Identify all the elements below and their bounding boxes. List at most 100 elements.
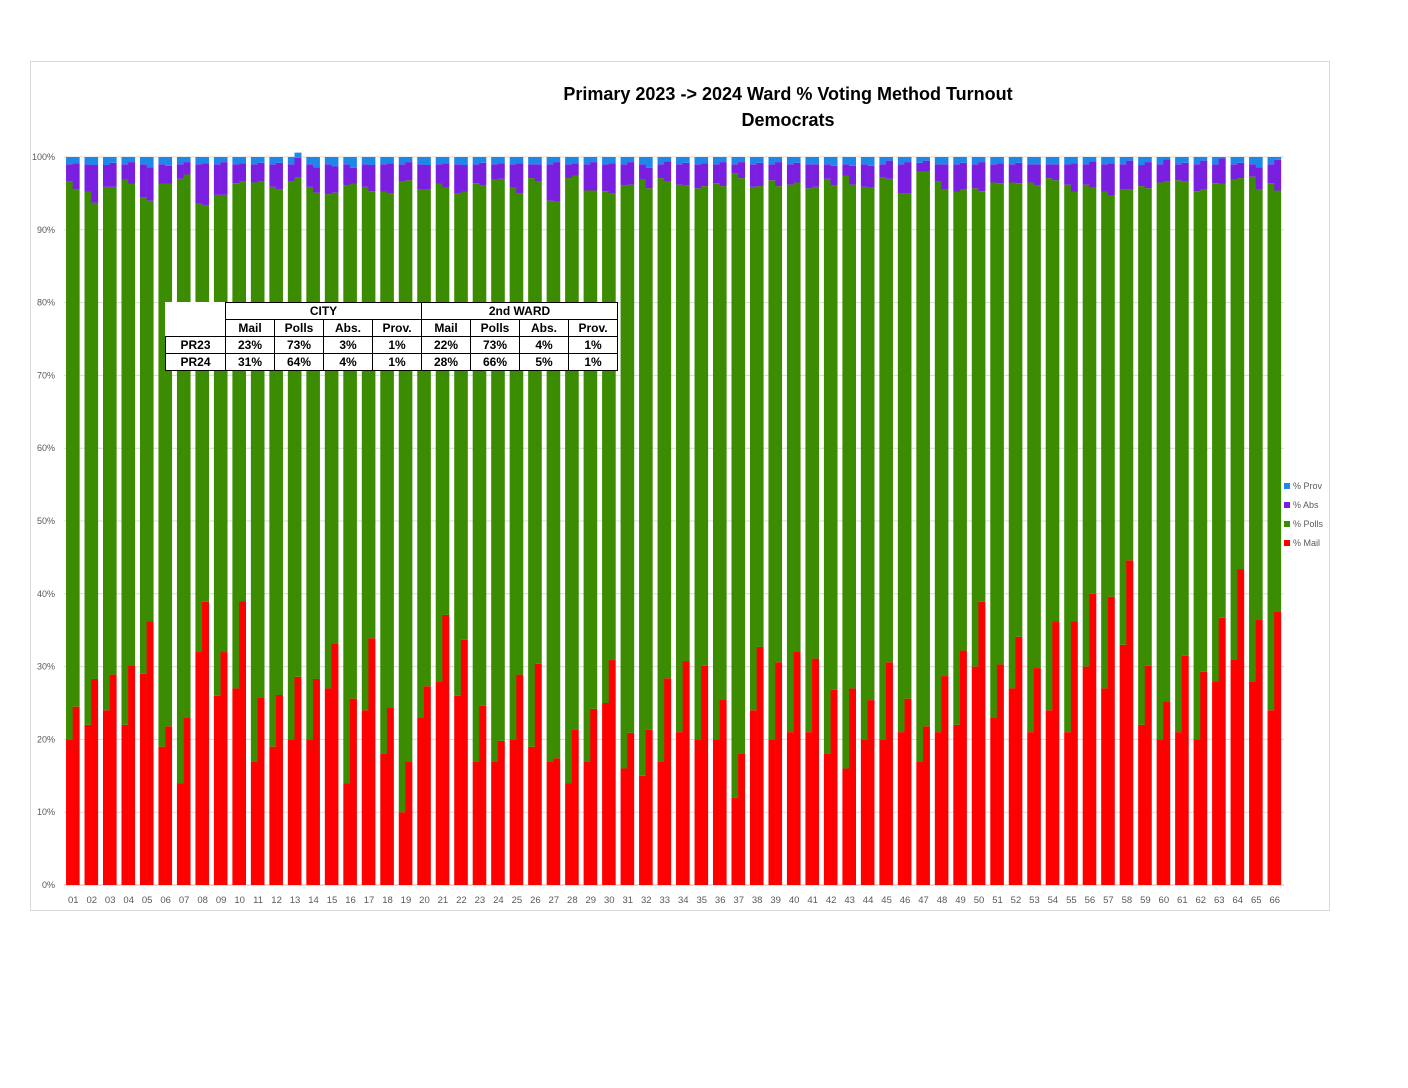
x-tick-label: 59 [1140,895,1151,906]
chart-subtitle: Democrats [741,110,835,130]
x-tick-label: 60 [1159,895,1170,906]
bar-segment [66,164,73,182]
bar-segment [1082,666,1090,885]
bar-segment [1033,157,1041,165]
bar-segment [830,689,838,885]
bar-segment [971,666,979,885]
bar-segment [608,193,616,661]
x-tick-label: 54 [1048,895,1059,906]
summary-cell: 22% [421,336,471,354]
bar-segment [1045,710,1053,885]
bar-segment [232,183,240,689]
bar-segment [343,185,351,784]
bar-segment [1218,617,1226,885]
x-tick-label: 43 [844,895,855,906]
bar-segment [571,175,579,730]
bar-segment [879,157,887,165]
summary-col-header: Polls [470,319,520,337]
x-tick-label: 15 [327,895,338,906]
bar-segment [195,652,203,885]
bar-segment [294,676,302,885]
bar-segment [602,157,610,165]
bar-segment [1089,161,1097,188]
x-tick-label: 48 [937,895,948,906]
bar-segment [608,660,616,885]
bar-segment [213,157,221,165]
bar-segment [324,157,332,165]
x-tick-label: 46 [900,895,911,906]
bar-segment [664,678,672,885]
x-tick-label: 33 [659,895,670,906]
x-tick-label: 62 [1196,895,1207,906]
bar-segment [1255,157,1263,168]
x-tick-label: 16 [345,895,356,906]
bar-segment [306,739,314,885]
bar-segment [694,188,702,740]
bar-segment [257,162,265,182]
bar-segment [435,157,443,165]
y-tick-label: 70% [37,370,55,380]
bar-segment [1033,185,1041,669]
bar-segment [756,162,764,187]
y-tick-label: 10% [37,807,55,817]
bar-segment [590,190,598,709]
y-tick-label: 40% [37,589,55,599]
bar-segment [1193,191,1201,740]
bar-segment [423,686,431,885]
bar-segment [1082,164,1090,185]
bar-segment [694,164,702,189]
bar-segment [331,166,339,193]
bar-segment [343,783,351,885]
x-tick-label: 24 [493,895,504,906]
bar-segment [442,157,450,164]
summary-corner [166,303,226,320]
x-tick-label: 31 [623,895,634,906]
bar-segment [713,739,720,885]
bar-segment [460,165,468,192]
bar-segment [454,193,462,696]
bar-segment [546,164,554,201]
x-tick-label: 28 [567,895,578,906]
bar-segment [257,157,265,163]
bar-segment [331,643,339,885]
bar-segment [91,165,99,203]
bar-segment [232,164,240,184]
bar-segment [916,761,924,885]
bar-segment [775,157,783,163]
bar-segment [534,663,542,885]
bar-segment [103,165,110,187]
bar-segment [786,732,794,885]
bar-segment [922,171,930,727]
bar-segment [645,729,653,885]
bar-segment [509,157,517,165]
bar-segment [1045,157,1053,165]
bar-segment [1175,157,1183,165]
bar-segment [627,732,635,885]
bar-segment [842,157,850,165]
bar-segment [1064,732,1072,885]
summary-group-row: CITY 2nd WARD [166,302,618,320]
summary-col-header: Mail [225,319,275,337]
bar-segment [472,761,480,885]
bar-segment [639,179,647,776]
bar-segment [719,186,727,700]
summary-row-label: PR23 [165,336,226,354]
legend-label: % Prov [1293,481,1323,491]
bar-segment [1119,189,1127,645]
bar-segment [497,157,505,164]
legend-label: % Polls [1293,519,1324,529]
bar-segment [719,699,727,885]
bar-segment [996,157,1004,164]
bar-segment [657,157,665,165]
bar-segment [849,688,856,885]
bar-segment [239,601,246,885]
bar-segment [1008,688,1016,885]
bar-segment [239,163,246,182]
bar-segment [176,783,184,885]
x-axis-ticks: 01 02 03 04 05 06 07 08 09 10 11 12 13 14 15 16 17 18 19 20… [68,895,1280,906]
bar-segment [1119,164,1127,190]
bar-segment [701,665,709,885]
bar-segment [1156,182,1164,740]
bar-segment [324,688,332,885]
